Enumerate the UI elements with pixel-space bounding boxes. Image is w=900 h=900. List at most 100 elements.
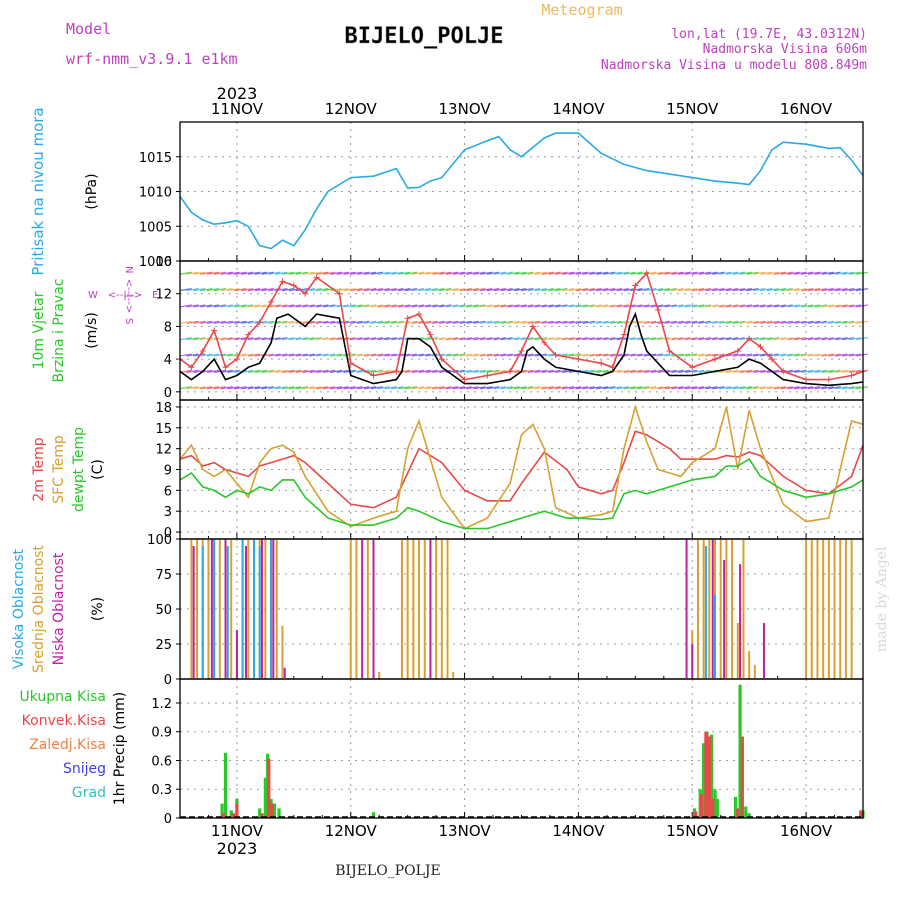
wind-arrow [589,304,602,308]
wind-arrow [787,271,800,275]
wind-arrow [753,304,766,308]
gust-marker [609,364,616,371]
wind-arrow [282,288,295,292]
wind-arrow [309,369,322,373]
wind-arrow [350,337,363,341]
wind-arrow [377,353,390,357]
wind-arrow [773,337,787,341]
wind-arrow [616,288,629,292]
wind-arrow [787,288,800,292]
wind-arrow [295,369,308,373]
wind-arrow [807,386,821,390]
wind-arrow [848,353,862,357]
wind-arrow [507,288,520,292]
gust-marker [336,290,343,297]
wind-arrow [698,304,711,308]
wind-arrow [739,304,752,308]
wind-arrow [398,369,411,373]
wind-arrow [527,337,541,341]
wind-arrow [275,386,288,390]
wind-arrow [828,337,841,341]
station-title: BIJELO_POLJE [345,24,504,49]
wind-arrow [316,304,329,308]
wind-arrow [261,369,274,373]
wind-arrow [473,320,486,324]
wind-arrow [275,271,288,275]
wind-arrow [521,288,534,292]
wind-arrow [766,288,780,292]
wind-arrow [596,320,609,324]
gust-marker [655,307,662,314]
ylabel-title: 2m Temp [31,437,47,501]
wind-arrow [411,320,425,324]
wind-arrow [848,304,862,308]
wind-arrow [459,386,472,390]
wind-arrow [780,288,793,292]
wind-arrow [302,369,315,373]
wind-arrow [794,271,807,275]
wind-arrow [404,288,418,292]
wind-arrow [527,353,541,357]
wind-arrow [650,337,664,341]
wind-arrow [309,288,322,292]
wind-arrow [671,353,684,357]
wind-arrow [432,369,445,373]
y-tick-label: 15 [155,422,172,437]
gust-marker [347,360,354,367]
wind-arrow [282,271,295,275]
wind-arrow [705,337,718,341]
wind-arrow [521,271,534,275]
wind-arrow [603,304,616,308]
gust-marker [620,331,627,338]
gust-marker [188,364,195,371]
bar-total_precip [277,808,281,818]
wind-arrow [609,386,623,390]
bar-conv_precip [694,811,698,818]
wind-arrow [541,288,554,292]
wind-arrow [179,271,192,275]
wind-arrow [466,353,479,357]
wind-arrow [268,337,281,341]
wind-arrow [562,304,575,308]
wind-arrow [473,304,486,308]
wind-arrow [719,271,732,275]
wind-arrow [220,320,233,324]
wind-arrow [213,304,226,308]
wind-arrow [773,271,787,275]
x-tick-label-top: 12NOV [325,100,378,118]
wind-arrow [295,288,308,292]
wind-arrow [794,386,807,390]
wind-arrow [678,320,691,324]
wind-arrow [698,337,711,341]
wind-arrow [589,386,602,390]
wind-arrow [254,288,267,292]
wind-arrow [466,304,479,308]
wind-arrow [575,353,588,357]
wind-arrow [541,369,554,373]
wind-arrow [719,369,732,373]
wind-arrow [657,353,670,357]
wind-arrow [391,320,404,324]
wind-arrow [275,369,288,373]
ylabel-unit: (%) [90,597,106,621]
wind-arrow [603,271,616,275]
wind-arrow [821,337,834,341]
wind-arrow [247,271,261,275]
wind-arrow [459,353,472,357]
wind-arrow [480,337,493,341]
wind-arrow [241,386,254,390]
wind-arrow [500,386,513,390]
wind-arrow [213,386,226,390]
wind-arrow [725,304,739,308]
wind-arrow [425,353,438,357]
wind-arrow [725,353,739,357]
wind-arrow [835,320,848,324]
wind-arrow [384,353,397,357]
wind-arrow [548,288,561,292]
wind-arrow [227,386,240,390]
wind-arrow [521,369,534,373]
wind-arrow [623,288,636,292]
wind-arrow [179,320,192,324]
wind-arrow [316,337,329,341]
wind-arrow [439,353,452,357]
